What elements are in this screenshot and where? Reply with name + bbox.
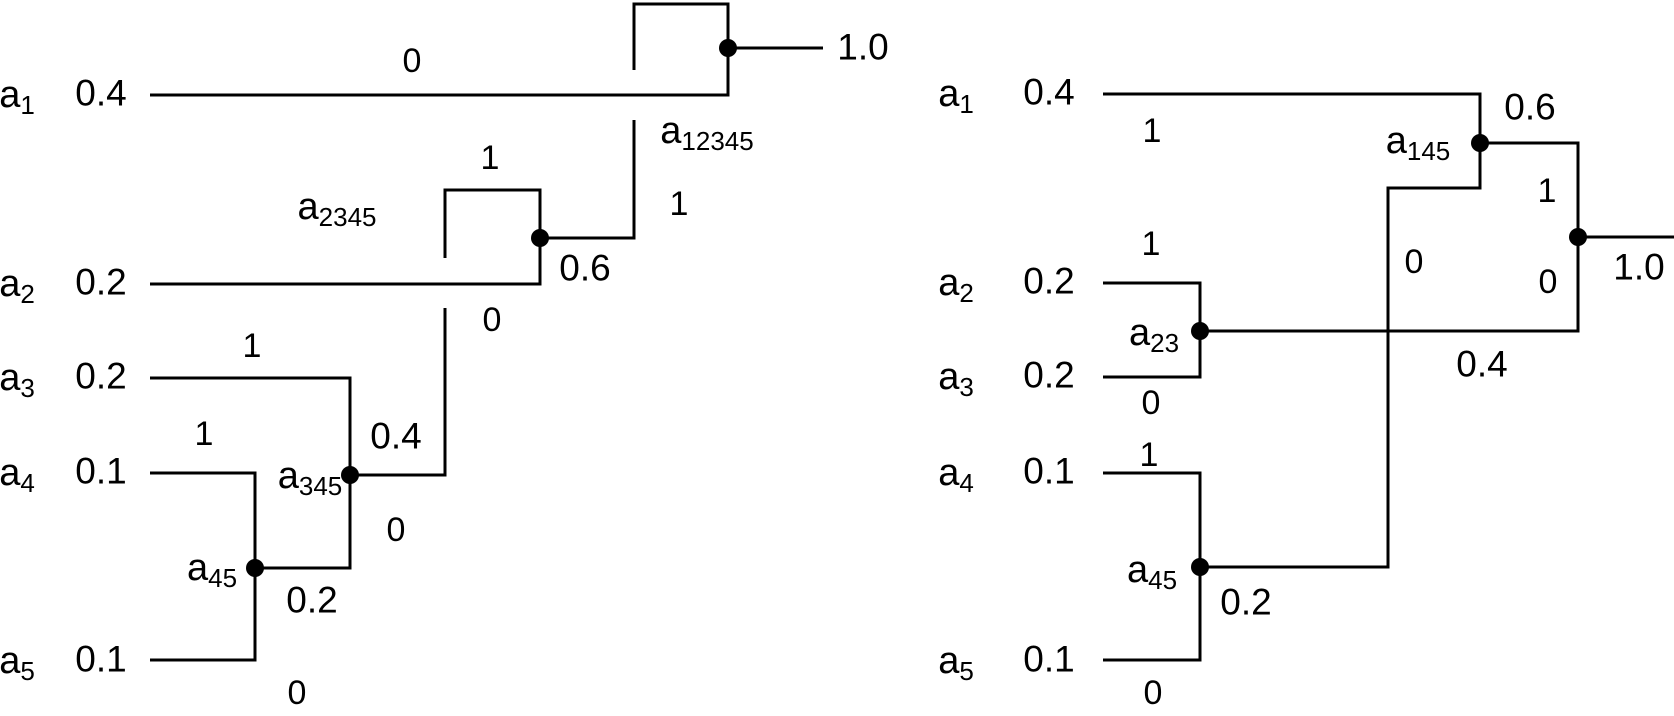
- left-leaf-a5-symbol: a5: [0, 640, 35, 686]
- left-branch-a1-bit: 0: [402, 42, 422, 80]
- left-branch-a3-bit: 1: [242, 327, 262, 365]
- left-a2345-node-dot: [531, 229, 549, 247]
- left-leaf-a3-symbol: a3: [0, 357, 35, 403]
- right-a1-line-and-a45-riser: [1103, 92, 1482, 569]
- right-branch-a2-bit: 1: [1141, 225, 1161, 263]
- right-leaf-a1-prob: 0.4: [1023, 71, 1075, 113]
- left-leaf-a2-prob: 0.2: [75, 261, 127, 303]
- right-a145-node-dot: [1471, 134, 1489, 152]
- left-leaf-a1-prob: 0.4: [75, 72, 127, 114]
- left-branch-a4-bit: 1: [194, 415, 214, 453]
- right-node-a45-prob: 0.2: [1220, 581, 1272, 623]
- left-branch-a5-bit: 0: [287, 674, 307, 712]
- left-leaf-a3-prob: 0.2: [75, 355, 127, 397]
- right-node-a45-label: a45: [1126, 549, 1178, 595]
- right-leaf-a2-prob: 0.2: [1023, 260, 1075, 302]
- right-leaf-a2-symbol: a2: [938, 262, 974, 308]
- left-root-prob: 1.0: [837, 26, 889, 68]
- right-branch-a23-bit: 0: [1538, 263, 1558, 301]
- right-leaf-a3-symbol: a3: [938, 356, 974, 402]
- right-branch-a5-bit: 0: [1143, 674, 1163, 712]
- left-branch-a345-bit: 1: [480, 139, 500, 177]
- left-node-a12345-label: a12345: [660, 110, 754, 156]
- right-node-a23-label: a23: [1128, 312, 1180, 358]
- left-a345-node-dot: [341, 466, 359, 484]
- right-node-a145-label: a145: [1385, 120, 1451, 166]
- left-branch-a2345-bit: 1: [669, 185, 689, 223]
- right-leaf-a5-prob: 0.1: [1023, 638, 1075, 680]
- right-a23-node-dot: [1191, 322, 1209, 340]
- left-node-a45-label: a45: [186, 547, 238, 593]
- right-branch-a145-bit: 1: [1537, 172, 1557, 210]
- left-node-a345-label: a345: [277, 455, 343, 501]
- right-leaf-a4-prob: 0.1: [1023, 450, 1075, 492]
- left-a45-node-dot: [246, 559, 264, 577]
- left-a2345-staple-and-a2-line: [150, 188, 542, 286]
- right-branch-a3-bit: 0: [1141, 384, 1161, 422]
- left-branch-a2-bit: 0: [482, 301, 502, 339]
- right-branch-a4-bit: 1: [1139, 436, 1159, 474]
- right-node-a23-prob: 0.4: [1456, 343, 1508, 385]
- right-node-a145-prob: 0.6: [1504, 86, 1556, 128]
- left-node-a345-prob: 0.4: [370, 415, 422, 457]
- left-tree-node-dots: [246, 39, 737, 577]
- right-a45-node-dot: [1191, 558, 1209, 576]
- left-a345-output-riser: [350, 308, 447, 477]
- right-branch-a45-bit: 0: [1404, 243, 1424, 281]
- right-leaf-a4-symbol: a4: [938, 452, 974, 498]
- left-leaf-a2-symbol: a2: [0, 263, 35, 309]
- left-leaf-a5-prob: 0.1: [75, 638, 127, 680]
- left-root-staple-and-a1-line: [150, 2, 730, 97]
- right-leaf-a1-symbol: a1: [938, 73, 974, 119]
- right-leaf-a3-prob: 0.2: [1023, 354, 1075, 396]
- right-branch-a1-bit: 1: [1142, 112, 1162, 150]
- left-leaf-a1-symbol: a1: [0, 74, 35, 120]
- right-root-prob: 1.0: [1613, 246, 1665, 288]
- left-node-a45-prob: 0.2: [286, 579, 338, 621]
- right-tree-lines: [1103, 92, 1674, 662]
- left-leaf-a4-prob: 0.1: [75, 450, 127, 492]
- left-root-node-dot: [719, 39, 737, 57]
- right-tree-node-dots: [1191, 134, 1587, 576]
- left-branch-a45-bit: 0: [386, 511, 406, 549]
- left-node-a2345-prob: 0.6: [559, 247, 611, 289]
- left-leaf-a4-symbol: a4: [0, 452, 35, 498]
- left-node-a2345-label: a2345: [297, 186, 377, 232]
- right-leaf-a5-symbol: a5: [938, 640, 974, 686]
- right-root-node-dot: [1569, 228, 1587, 246]
- left-a2345-output-riser: [540, 120, 636, 240]
